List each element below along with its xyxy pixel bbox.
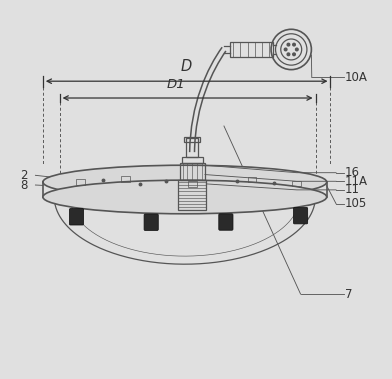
Bar xyxy=(182,157,203,163)
Circle shape xyxy=(293,53,295,56)
Bar xyxy=(230,42,272,56)
Bar xyxy=(247,177,256,182)
Text: 16: 16 xyxy=(345,166,359,179)
Bar xyxy=(292,180,301,186)
Bar xyxy=(76,179,85,185)
FancyBboxPatch shape xyxy=(144,214,158,230)
FancyBboxPatch shape xyxy=(294,207,308,224)
Circle shape xyxy=(287,53,290,56)
FancyBboxPatch shape xyxy=(219,214,233,230)
Bar xyxy=(184,137,200,142)
FancyBboxPatch shape xyxy=(69,208,83,225)
Text: 8: 8 xyxy=(20,179,28,191)
Circle shape xyxy=(296,48,298,51)
Text: 7: 7 xyxy=(345,288,352,301)
Bar xyxy=(188,181,197,186)
Circle shape xyxy=(293,43,295,46)
Text: 11: 11 xyxy=(345,183,359,196)
Text: 11A: 11A xyxy=(345,175,368,188)
Text: 105: 105 xyxy=(345,197,367,210)
Circle shape xyxy=(284,48,287,51)
Bar xyxy=(121,177,129,182)
Text: D: D xyxy=(181,59,192,74)
Text: 10A: 10A xyxy=(345,71,368,84)
Bar xyxy=(180,163,205,180)
Bar xyxy=(178,180,206,210)
Circle shape xyxy=(287,43,290,46)
Ellipse shape xyxy=(43,180,327,214)
Text: 2: 2 xyxy=(20,169,28,182)
Bar xyxy=(186,138,198,157)
Text: D1: D1 xyxy=(167,78,186,91)
Ellipse shape xyxy=(43,165,327,199)
